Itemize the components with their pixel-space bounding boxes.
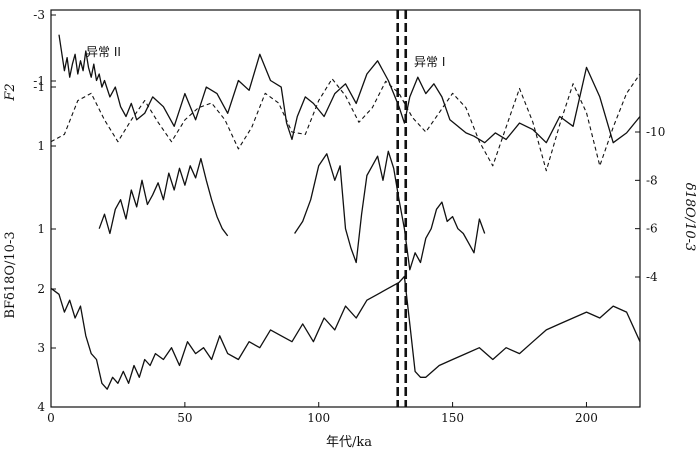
- x-tick-label: 0: [47, 411, 55, 425]
- plot-frame: [50, 9, 641, 408]
- right-axis-title: δ18O/10-3: [682, 183, 697, 252]
- series-line-3: [294, 150, 486, 271]
- right-tick-label: -6: [646, 222, 658, 236]
- x-tick-label: 150: [441, 411, 464, 425]
- series-line-2: [98, 157, 229, 237]
- upper-left-tick-label: 1: [37, 139, 45, 153]
- right-tick-label: -10: [646, 125, 665, 139]
- x-tick-label: 50: [177, 411, 192, 425]
- lower-left-tick-label: 1: [37, 222, 45, 236]
- anomaly-ii-label: 异常 II: [86, 45, 121, 59]
- series-line-0: [58, 34, 641, 144]
- x-axis-title: 年代/ka: [326, 435, 372, 450]
- upper-left-tick-label: -1: [33, 80, 45, 94]
- lower-left-tick-label: 3: [37, 341, 45, 355]
- x-tick-label: 200: [575, 411, 598, 425]
- x-tick-label: 100: [307, 411, 330, 425]
- right-tick-label: -4: [646, 270, 658, 284]
- anomaly-i-label: 异常 I: [414, 55, 445, 69]
- upper-left-axis-title: F2: [3, 83, 18, 101]
- series-line-4: [50, 275, 641, 390]
- lower-left-axis-title: BFδ18O/10-3: [3, 231, 18, 318]
- upper-left-tick-label: -1: [33, 74, 45, 88]
- lower-left-tick-label: 2: [37, 282, 45, 296]
- right-tick-label: -8: [646, 173, 658, 187]
- upper-left-tick-label: -3: [33, 8, 45, 22]
- lower-left-tick-label: 4: [37, 400, 45, 414]
- series-line-1: [50, 73, 641, 172]
